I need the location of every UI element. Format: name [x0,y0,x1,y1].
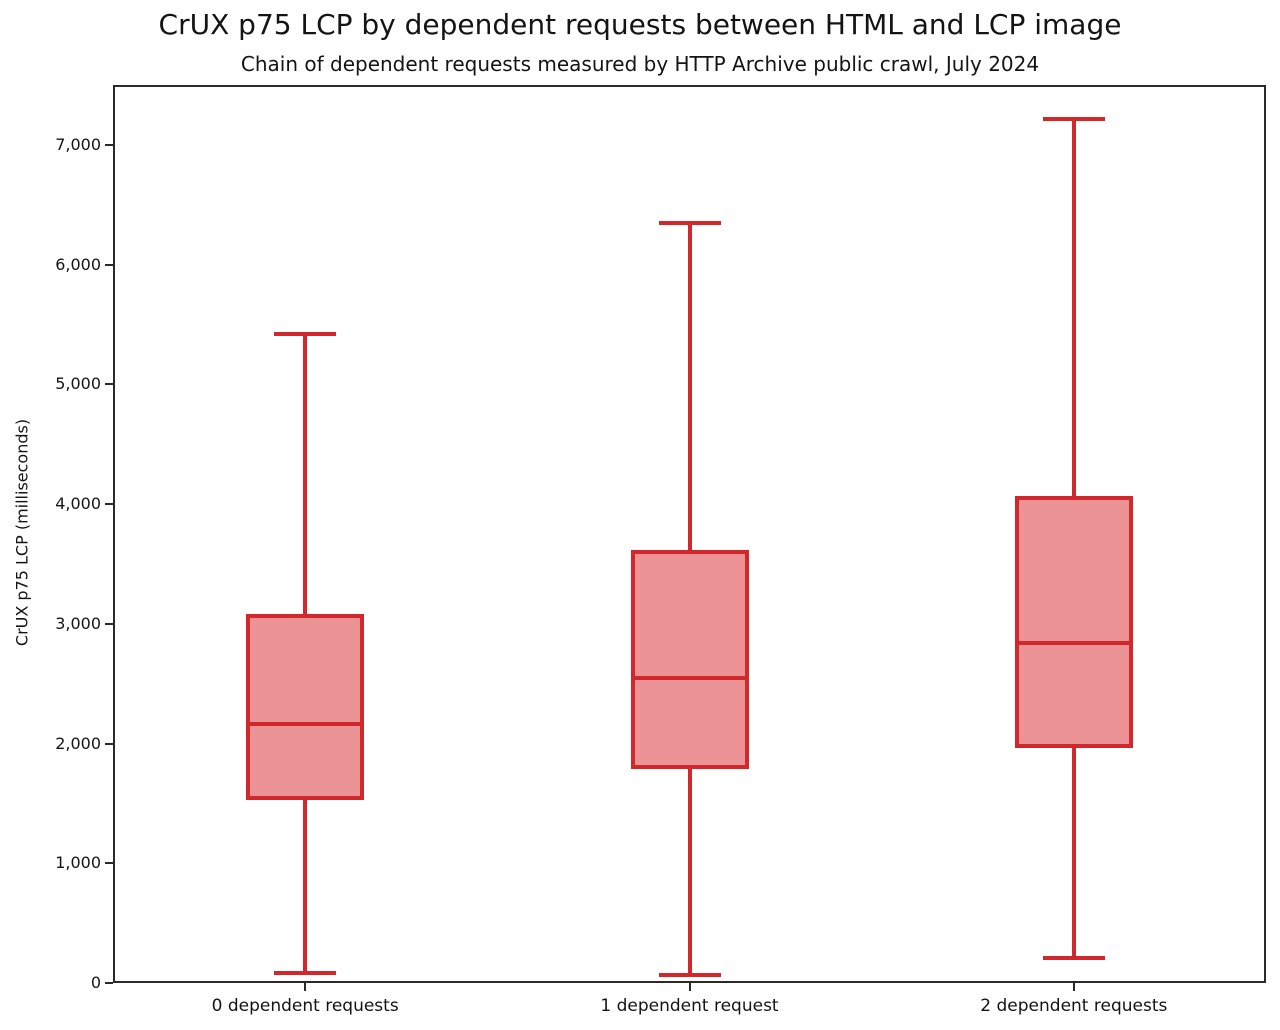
y-tick-mark [105,143,113,146]
median-line [246,722,365,727]
box-iqr [1014,495,1133,749]
x-tick-label: 1 dependent request [600,996,779,1016]
y-tick-label: 7,000 [55,134,101,154]
median-line [1014,640,1133,645]
y-tick-mark [105,862,113,865]
y-tick-label: 6,000 [55,254,101,274]
upper-whisker-line [687,222,692,550]
y-tick-mark [105,742,113,745]
y-tick-mark [105,622,113,625]
x-tick-mark [688,983,691,991]
y-tick-mark [105,982,113,984]
y-tick-mark [105,503,113,506]
chart-subtitle: Chain of dependent requests measured by … [240,52,1040,76]
upper-whisker-line [1071,118,1076,496]
box-iqr [246,614,365,800]
x-tick-mark [1072,983,1075,991]
lower-whisker-cap [274,970,337,975]
lower-whisker-cap [1042,955,1105,960]
y-tick-label: 3,000 [55,613,101,633]
y-tick-mark [105,383,113,386]
lower-whisker-line [1071,748,1076,958]
x-tick-mark [304,983,307,991]
y-tick-label: 1,000 [55,853,101,873]
upper-whisker-cap [274,332,337,337]
upper-whisker-line [303,334,308,615]
upper-whisker-cap [1042,116,1105,121]
lower-whisker-cap [658,972,721,977]
y-tick-label: 4,000 [55,494,101,514]
median-line [630,675,749,680]
x-tick-label: 0 dependent requests [211,996,399,1016]
upper-whisker-cap [658,220,721,225]
y-tick-label: 5,000 [55,374,101,394]
chart-title: CrUX p75 LCP by dependent requests betwe… [158,8,1122,41]
lower-whisker-line [687,768,692,975]
x-tick-label: 2 dependent requests [980,996,1168,1016]
y-tick-mark [105,263,113,266]
y-tick-label: 0 [90,973,101,992]
box-iqr [630,549,749,769]
lower-whisker-line [303,799,308,973]
y-tick-label: 2,000 [55,733,101,753]
